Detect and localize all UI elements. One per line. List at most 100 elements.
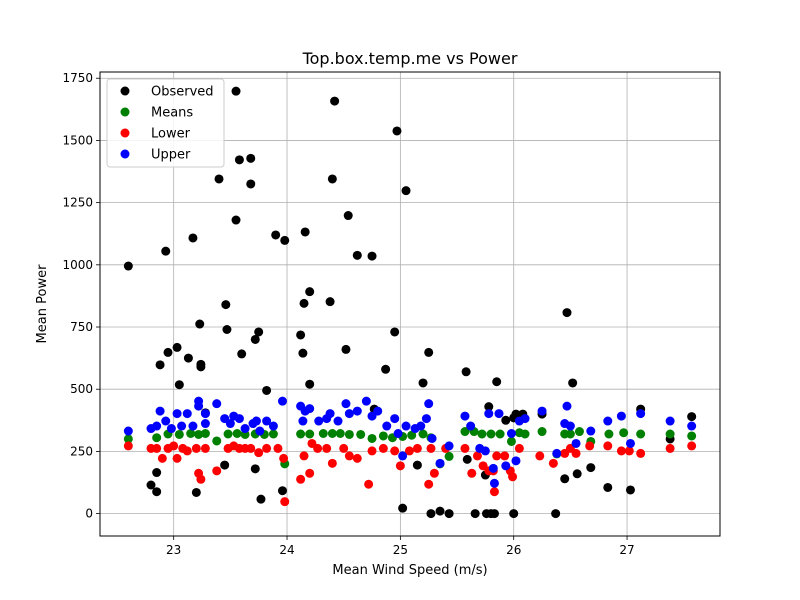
chart-title: Top.box.temp.me vs Power — [302, 49, 518, 68]
data-point — [123, 434, 133, 444]
data-point — [665, 429, 675, 439]
data-point — [393, 428, 403, 438]
data-point — [299, 298, 309, 308]
data-point — [296, 429, 306, 439]
data-point — [401, 421, 411, 431]
data-point — [520, 429, 530, 439]
data-point — [327, 428, 337, 438]
data-point — [603, 441, 613, 451]
data-point — [489, 487, 499, 497]
data-point — [280, 235, 290, 245]
data-point — [395, 461, 405, 471]
y-tick-label: 1750 — [62, 71, 93, 85]
series-upper — [123, 396, 697, 488]
data-point — [624, 446, 634, 456]
data-point — [489, 478, 499, 488]
legend-box — [106, 78, 225, 168]
data-point — [535, 451, 545, 461]
data-point — [509, 509, 519, 519]
data-point — [467, 468, 477, 478]
data-point — [636, 409, 646, 419]
data-point — [262, 385, 272, 395]
data-point — [604, 429, 614, 439]
y-tick-label: 1250 — [62, 196, 93, 210]
x-tick-label: 23 — [166, 543, 181, 557]
data-point — [636, 448, 646, 458]
data-point — [560, 474, 570, 484]
data-point — [196, 362, 206, 372]
data-point — [280, 497, 290, 507]
data-point — [586, 463, 596, 473]
data-point — [506, 428, 516, 438]
data-point — [188, 233, 198, 243]
data-point — [191, 443, 201, 453]
data-point — [256, 494, 266, 504]
data-point — [398, 503, 408, 513]
data-point — [268, 421, 278, 431]
data-point — [418, 378, 428, 388]
data-point — [562, 401, 572, 411]
data-point — [460, 427, 470, 437]
data-point — [191, 487, 201, 497]
data-point — [246, 179, 256, 189]
data-point — [246, 153, 256, 163]
data-point — [152, 433, 162, 443]
data-point — [152, 468, 162, 478]
data-point — [619, 428, 629, 438]
data-point — [508, 472, 518, 482]
data-point — [537, 406, 547, 416]
x-tick-label: 25 — [393, 543, 408, 557]
data-point — [195, 319, 205, 329]
data-point — [200, 428, 210, 438]
data-point — [378, 431, 388, 441]
x-tick-label: 26 — [506, 543, 521, 557]
data-point — [636, 429, 646, 439]
data-point — [327, 174, 337, 184]
data-point — [489, 509, 499, 519]
data-point — [571, 438, 581, 448]
data-point — [271, 230, 281, 240]
data-point — [172, 453, 182, 463]
data-point — [424, 347, 434, 357]
legend-label: Observed — [151, 85, 214, 100]
legend-marker — [120, 107, 130, 117]
data-point — [352, 453, 362, 463]
data-point — [407, 430, 417, 440]
data-point — [322, 443, 332, 453]
data-point — [484, 402, 494, 412]
data-point — [494, 409, 504, 419]
data-point — [188, 421, 198, 431]
data-point — [511, 409, 521, 419]
data-point — [460, 443, 470, 453]
data-point — [501, 415, 511, 425]
legend-marker — [120, 128, 130, 138]
data-point — [625, 438, 635, 448]
data-point — [212, 466, 222, 476]
data-point — [186, 428, 196, 438]
y-tick-label: 750 — [70, 320, 93, 334]
data-point — [220, 460, 230, 470]
data-point — [341, 344, 351, 354]
y-axis-label: Mean Power — [35, 264, 50, 344]
data-point — [225, 419, 235, 429]
data-point — [298, 416, 308, 426]
data-point — [381, 364, 391, 374]
data-point — [460, 411, 470, 421]
data-point — [155, 360, 165, 370]
data-point — [200, 419, 210, 429]
data-point — [382, 421, 392, 431]
data-point — [484, 409, 494, 419]
grid — [100, 72, 720, 536]
data-point — [251, 416, 261, 426]
data-point — [537, 427, 547, 437]
data-point — [367, 251, 377, 261]
data-point — [318, 428, 328, 438]
y-tick-label: 1000 — [62, 258, 93, 272]
data-point — [444, 451, 454, 461]
data-point — [367, 446, 377, 456]
data-point — [551, 509, 561, 519]
data-point — [314, 416, 324, 426]
x-axis-label: Mean Wind Speed (m/s) — [332, 563, 487, 578]
data-point — [495, 429, 505, 439]
